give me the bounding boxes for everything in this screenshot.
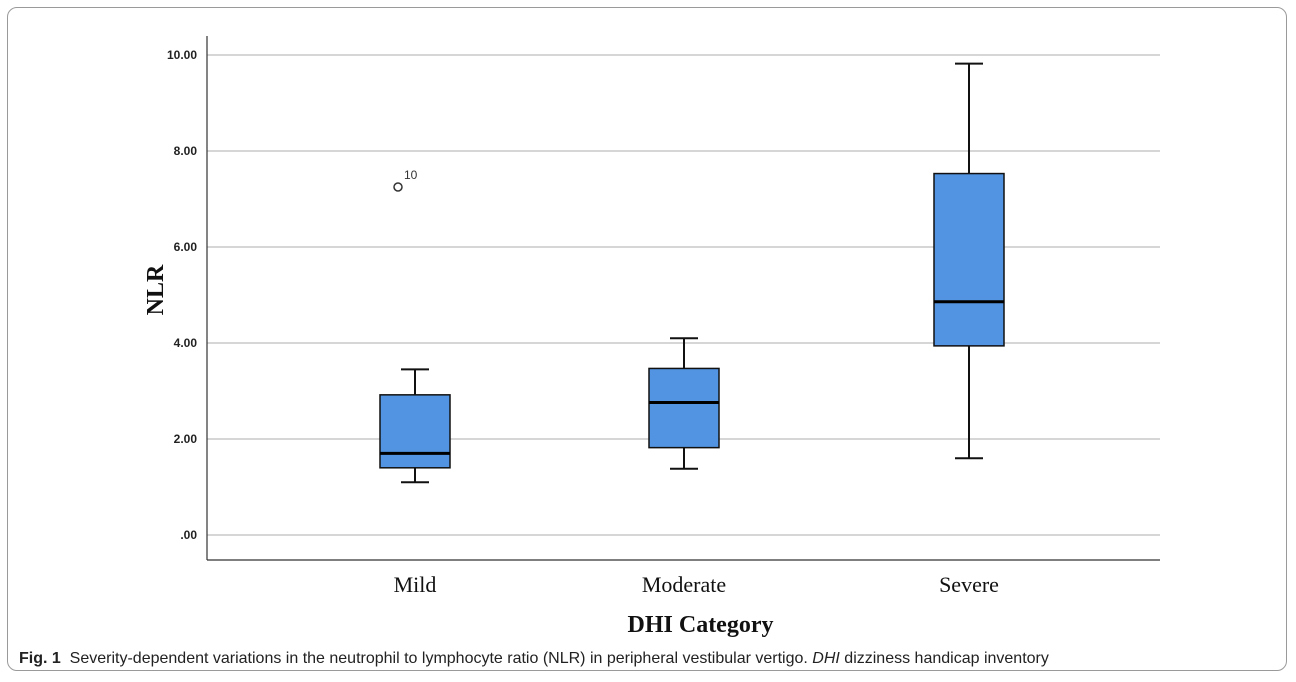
x-tick-label: Mild xyxy=(394,572,437,597)
y-tick-label: 2.00 xyxy=(174,432,198,446)
y-axis-title: NLR xyxy=(143,264,169,315)
x-axis-title: DHI Category xyxy=(628,612,774,638)
caption-label: Fig. 1 xyxy=(19,650,61,667)
y-tick-label: 8.00 xyxy=(174,144,198,158)
y-tick-label: 10.00 xyxy=(167,48,197,62)
figure-caption: Fig. 1 Severity-dependent variations in … xyxy=(19,650,1049,668)
x-tick-label: Severe xyxy=(939,572,999,597)
outlier-label: 10 xyxy=(404,168,418,182)
caption-abbr: DHI xyxy=(812,650,840,667)
x-tick-label: Moderate xyxy=(642,572,726,597)
box-severe xyxy=(933,172,1005,347)
y-tick-label: 6.00 xyxy=(174,240,198,254)
box-moderate xyxy=(648,367,720,449)
outlier-point xyxy=(393,182,403,192)
y-tick-label: 4.00 xyxy=(174,336,198,350)
box-plot-chart: .00 2.00 4.00 6.00 8.00 10.00 10 Mild Moderate Se… xyxy=(143,36,1160,638)
caption-abbr-def: dizziness handicap inventory xyxy=(844,650,1049,667)
y-tick-label: .00 xyxy=(180,528,197,542)
caption-text: Severity-dependent variations in the neu… xyxy=(69,650,808,667)
box-mild xyxy=(379,394,451,469)
